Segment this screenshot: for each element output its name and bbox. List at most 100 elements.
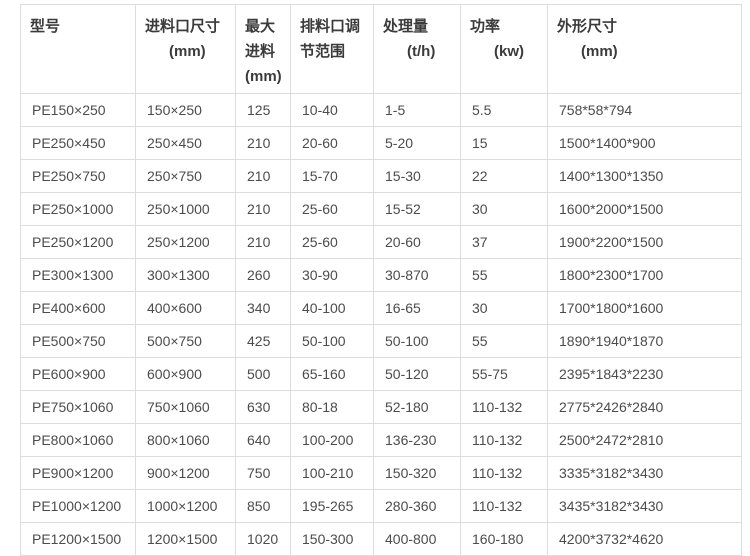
cell-capacity: 50-120: [373, 357, 461, 391]
table-row: PE1200×1500 1200×1500 1020 150-300 400-800 16…: [20, 522, 742, 556]
col-header-power-label: 功率: [470, 18, 501, 35]
cell-max_feed: 260: [235, 258, 291, 292]
cell-feed_opening: 900×1200: [135, 456, 236, 490]
cell-power: 37: [460, 225, 548, 259]
cell-model: PE250×1000: [20, 192, 136, 226]
cell-feed_opening: 600×900: [135, 357, 236, 391]
cell-capacity: 150-320: [373, 456, 461, 490]
cell-capacity: 5-20: [373, 126, 461, 160]
cell-discharge_range: 100-200: [290, 423, 374, 457]
col-header-discharge-range: 排料口调节范围: [290, 4, 374, 94]
cell-max_feed: 125: [235, 93, 291, 127]
cell-dimensions: 758*58*794: [547, 93, 742, 127]
cell-dimensions: 1600*2000*1500: [547, 192, 742, 226]
col-header-max-feed-label: 最大进料: [245, 18, 276, 60]
cell-power: 110-132: [460, 489, 548, 523]
cell-capacity: 30-870: [373, 258, 461, 292]
table-row: PE400×600 400×600 340 40-100 16-65 30 1700*180…: [20, 291, 742, 325]
table-row: PE250×750 250×750 210 15-70 15-30 22 1400*1300…: [20, 159, 742, 193]
table-row: PE500×750 500×750 425 50-100 50-100 55 1890*19…: [20, 324, 742, 358]
cell-feed_opening: 250×1000: [135, 192, 236, 226]
col-header-power-unit: (kw): [494, 43, 524, 60]
cell-dimensions: 1700*1800*1600: [547, 291, 742, 325]
cell-power: 55-75: [460, 357, 548, 391]
cell-max_feed: 500: [235, 357, 291, 391]
cell-model: PE900×1200: [20, 456, 136, 490]
cell-capacity: 15-30: [373, 159, 461, 193]
cell-feed_opening: 1200×1500: [135, 522, 236, 556]
cell-dimensions: 1900*2200*1500: [547, 225, 742, 259]
cell-discharge_range: 150-300: [290, 522, 374, 556]
cell-discharge_range: 25-60: [290, 225, 374, 259]
col-header-feed-opening-unit: (mm): [169, 43, 206, 60]
cell-feed_opening: 300×1300: [135, 258, 236, 292]
cell-max_feed: 750: [235, 456, 291, 490]
col-header-capacity-unit: (t/h): [407, 43, 436, 60]
cell-max_feed: 210: [235, 159, 291, 193]
cell-model: PE1200×1500: [20, 522, 136, 556]
cell-power: 110-132: [460, 390, 548, 424]
cell-model: PE150×250: [20, 93, 136, 127]
col-header-discharge-range-label: 排料口调节范围: [300, 18, 361, 60]
cell-model: PE750×1060: [20, 390, 136, 424]
cell-max_feed: 630: [235, 390, 291, 424]
cell-dimensions: 1400*1300*1350: [547, 159, 742, 193]
col-header-dimensions-unit: (mm): [581, 43, 618, 60]
cell-discharge_range: 10-40: [290, 93, 374, 127]
table-row: PE750×1060 750×1060 630 80-18 52-180 110-132 2…: [20, 390, 742, 424]
cell-feed_opening: 150×250: [135, 93, 236, 127]
table-row: PE800×1060 800×1060 640 100-200 136-230 110-1…: [20, 423, 742, 457]
table-row: PE250×1200 250×1200 210 25-60 20-60 37 1900*22…: [20, 225, 742, 259]
cell-model: PE800×1060: [20, 423, 136, 457]
cell-discharge_range: 15-70: [290, 159, 374, 193]
cell-capacity: 136-230: [373, 423, 461, 457]
cell-max_feed: 850: [235, 489, 291, 523]
cell-max_feed: 640: [235, 423, 291, 457]
col-header-feed-opening-label: 进料口尺寸: [145, 18, 221, 35]
cell-capacity: 50-100: [373, 324, 461, 358]
cell-dimensions: 2395*1843*2230: [547, 357, 742, 391]
cell-max_feed: 340: [235, 291, 291, 325]
col-header-max-feed: 最大进料 (mm): [235, 4, 291, 94]
cell-dimensions: 2775*2426*2840: [547, 390, 742, 424]
cell-model: PE250×1200: [20, 225, 136, 259]
col-header-max-feed-unit: (mm): [245, 68, 282, 85]
table-row: PE150×250 150×250 125 10-40 1-5 5.5 758*58*794: [20, 93, 742, 127]
cell-discharge_range: 30-90: [290, 258, 374, 292]
cell-feed_opening: 250×450: [135, 126, 236, 160]
cell-power: 110-132: [460, 423, 548, 457]
col-header-model: 型号: [20, 4, 136, 94]
cell-feed_opening: 1000×1200: [135, 489, 236, 523]
cell-discharge_range: 80-18: [290, 390, 374, 424]
cell-dimensions: 1890*1940*1870: [547, 324, 742, 358]
cell-power: 30: [460, 192, 548, 226]
cell-max_feed: 210: [235, 192, 291, 226]
table-row: PE900×1200 900×1200 750 100-210 150-320 110-1…: [20, 456, 742, 490]
cell-dimensions: 1800*2300*1700: [547, 258, 742, 292]
cell-feed_opening: 500×750: [135, 324, 236, 358]
cell-discharge_range: 20-60: [290, 126, 374, 160]
cell-max_feed: 210: [235, 126, 291, 160]
col-header-power: 功率 (kw): [460, 4, 548, 94]
cell-dimensions: 4200*3732*4620: [547, 522, 742, 556]
cell-model: PE500×750: [20, 324, 136, 358]
table-body: PE150×250 150×250 125 10-40 1-5 5.5 758*58*794…: [20, 93, 742, 556]
cell-capacity: 52-180: [373, 390, 461, 424]
table-row: PE300×1300 300×1300 260 30-90 30-870 55 1800*2…: [20, 258, 742, 292]
cell-feed_opening: 250×1200: [135, 225, 236, 259]
cell-power: 110-132: [460, 456, 548, 490]
spec-table: 型号 进料口尺寸 (mm) 最大进料 (mm) 排料口调节范围 处理量: [20, 4, 742, 556]
col-header-feed-opening-size: 进料口尺寸 (mm): [135, 4, 236, 94]
cell-capacity: 20-60: [373, 225, 461, 259]
cell-model: PE300×1300: [20, 258, 136, 292]
cell-power: 22: [460, 159, 548, 193]
col-header-dimensions-label: 外形尺寸: [557, 18, 618, 35]
col-header-capacity: 处理量 (t/h): [373, 4, 461, 94]
cell-power: 160-180: [460, 522, 548, 556]
cell-dimensions: 3435*3182*3430: [547, 489, 742, 523]
header-row: 型号 进料口尺寸 (mm) 最大进料 (mm) 排料口调节范围 处理量: [20, 4, 742, 94]
cell-discharge_range: 65-160: [290, 357, 374, 391]
cell-power: 55: [460, 324, 548, 358]
table-row: PE250×1000 250×1000 210 25-60 15-52 30 1600*20…: [20, 192, 742, 226]
cell-dimensions: 1500*1400*900: [547, 126, 742, 160]
